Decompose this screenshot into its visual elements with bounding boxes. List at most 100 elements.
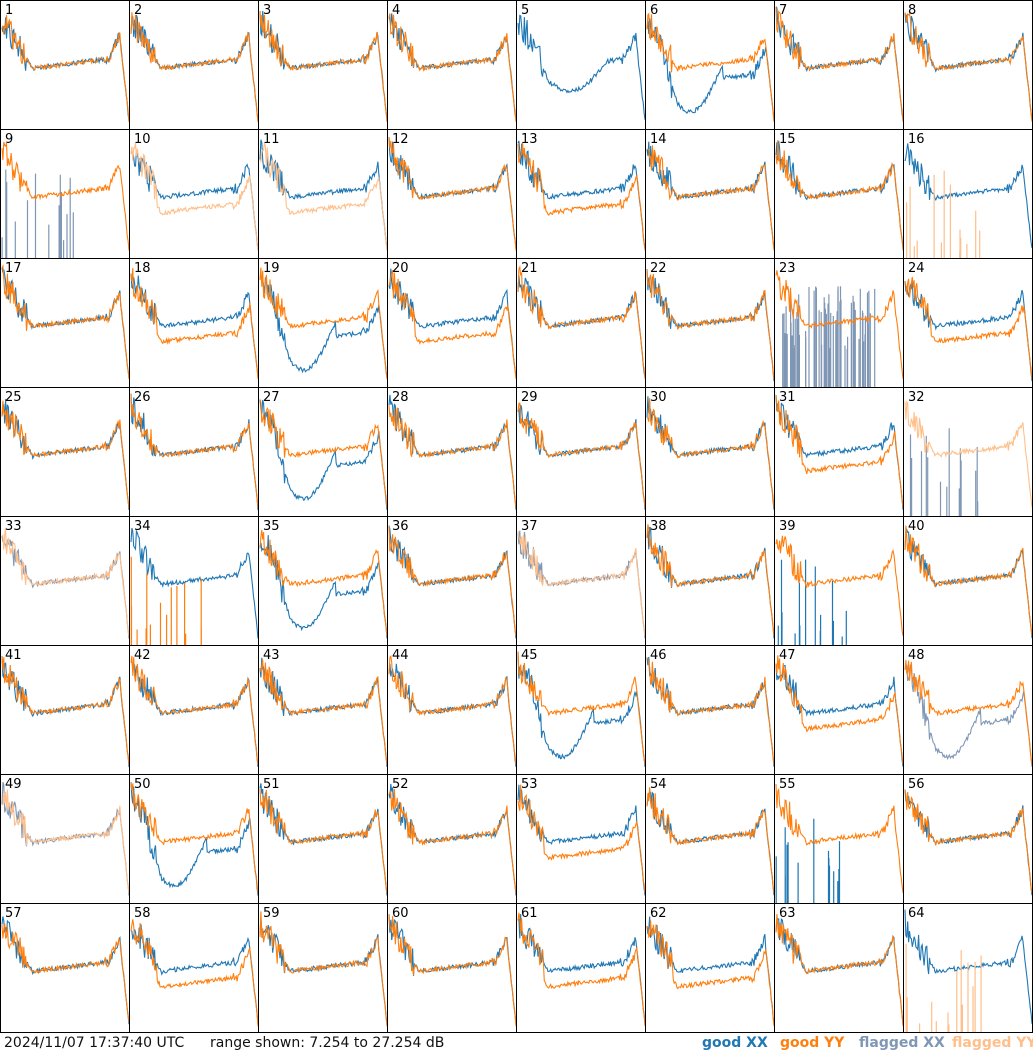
panel-51: 51 <box>258 774 387 903</box>
panel-49-plot <box>1 781 129 896</box>
panel-32-plot <box>904 400 1032 516</box>
panel-62-xx-trace <box>646 916 774 1024</box>
panel-62-plot <box>646 916 774 1027</box>
panel-59-xx-trace <box>259 917 387 1025</box>
panel-42: 42 <box>129 645 258 774</box>
panel-9-plot <box>1 141 129 258</box>
panel-4: 4 <box>387 0 516 129</box>
panel-52: 52 <box>387 774 516 903</box>
panel-25-yy-trace <box>1 400 129 508</box>
panel-63-plot <box>775 914 903 1026</box>
panel-55-xx-trace <box>775 818 841 903</box>
panel-22-plot <box>646 269 774 382</box>
panel-11-label: 11 <box>263 132 280 147</box>
panel-61: 61 <box>516 903 645 1032</box>
panel-33-xx-trace <box>1 536 129 639</box>
panel-9-xx-trace <box>1 169 74 258</box>
panel-37: 37 <box>516 516 645 645</box>
panel-35: 35 <box>258 516 387 645</box>
panel-56: 56 <box>903 774 1032 903</box>
panel-40-yy-trace <box>904 525 1032 636</box>
panel-23-label: 23 <box>779 261 796 276</box>
panel-54-label: 54 <box>650 777 667 792</box>
panel-24-label: 24 <box>908 261 925 276</box>
panel-4-plot <box>388 13 516 122</box>
panel-21-yy-trace <box>517 265 645 379</box>
panel-44-label: 44 <box>392 648 409 663</box>
panel-57-plot <box>1 916 129 1025</box>
panel-59: 59 <box>258 903 387 1032</box>
panel-51-plot <box>259 783 387 896</box>
panel-55-plot <box>775 783 903 903</box>
panel-12-label: 12 <box>392 132 409 147</box>
timestamp: 2024/11/07 17:37:40 UTC <box>4 1035 185 1051</box>
panel-29-xx-trace <box>517 404 645 510</box>
panel-37-label: 37 <box>521 519 538 534</box>
panel-52-plot <box>388 783 516 896</box>
panel-26-yy-trace <box>130 394 258 508</box>
panel-56-label: 56 <box>908 777 925 792</box>
panel-1: 1 <box>0 0 129 129</box>
panel-41-xx-trace <box>1 656 129 768</box>
panel-36: 36 <box>387 516 516 645</box>
panel-49-yy-trace <box>1 789 129 894</box>
panel-2-label: 2 <box>134 3 143 18</box>
panel-52-xx-trace <box>388 783 516 896</box>
panel-33-yy-trace <box>1 527 129 637</box>
panel-48-xx-trace <box>904 664 1032 767</box>
panel-56-yy-trace <box>904 789 1032 893</box>
panel-30-yy-trace <box>646 398 774 508</box>
panel-39-plot <box>775 535 903 645</box>
panel-49-label: 49 <box>5 777 22 792</box>
panel-13-yy-trace <box>517 142 645 251</box>
panel-18-plot <box>130 268 258 380</box>
legend-flagged-yy: flagged YY <box>952 1035 1033 1051</box>
panel-20-plot <box>388 268 516 379</box>
panel-30-label: 30 <box>650 390 667 405</box>
panel-24: 24 <box>903 258 1032 387</box>
legend-flagged-xx: flagged XX <box>859 1035 945 1051</box>
panel-41-plot <box>1 656 129 768</box>
panel-5-plot <box>517 14 645 120</box>
panel-45-plot <box>517 651 645 767</box>
panel-31-plot <box>775 395 903 510</box>
panel-56-xx-trace <box>904 789 1032 896</box>
panel-25-label: 25 <box>5 390 22 405</box>
panel-39-label: 39 <box>779 519 796 534</box>
panel-36-yy-trace <box>388 526 516 637</box>
panel-61-yy-trace <box>517 912 645 1027</box>
panel-20-xx-trace <box>388 268 516 377</box>
panel-54-xx-trace <box>646 791 774 896</box>
panel-15-yy-trace <box>775 140 903 251</box>
panel-6-label: 6 <box>650 3 659 18</box>
legend-good-yy: good YY <box>780 1035 845 1051</box>
panel-59-yy-trace <box>259 911 387 1027</box>
panel-3: 3 <box>258 0 387 129</box>
panel-27-label: 27 <box>263 390 280 405</box>
panel-51-xx-trace <box>259 783 387 896</box>
panel-60-label: 60 <box>392 906 409 921</box>
panel-50-label: 50 <box>134 777 151 792</box>
panel-10-plot <box>130 142 258 251</box>
panel-31-xx-trace <box>775 395 903 510</box>
panel-53: 53 <box>516 774 645 903</box>
panel-13-label: 13 <box>521 132 538 147</box>
panel-62: 62 <box>645 903 774 1032</box>
panel-26-xx-trace <box>130 393 258 511</box>
panel-62-label: 62 <box>650 906 667 921</box>
panel-58: 58 <box>129 903 258 1032</box>
panel-13-plot <box>517 140 645 251</box>
panel-40-label: 40 <box>908 519 925 534</box>
panel-14-xx-trace <box>646 141 774 249</box>
panel-3-plot <box>259 10 387 122</box>
panel-45-xx-trace <box>517 651 645 767</box>
panel-25: 25 <box>0 387 129 516</box>
panel-24-xx-trace <box>904 280 1032 382</box>
panel-39: 39 <box>774 516 903 645</box>
panel-17-plot <box>1 264 129 380</box>
panel-9-yy-trace <box>1 141 129 251</box>
panel-63-yy-trace <box>775 914 903 1026</box>
panel-55-yy-trace <box>775 783 903 893</box>
panel-51-label: 51 <box>263 777 280 792</box>
panel-22-label: 22 <box>650 261 667 276</box>
